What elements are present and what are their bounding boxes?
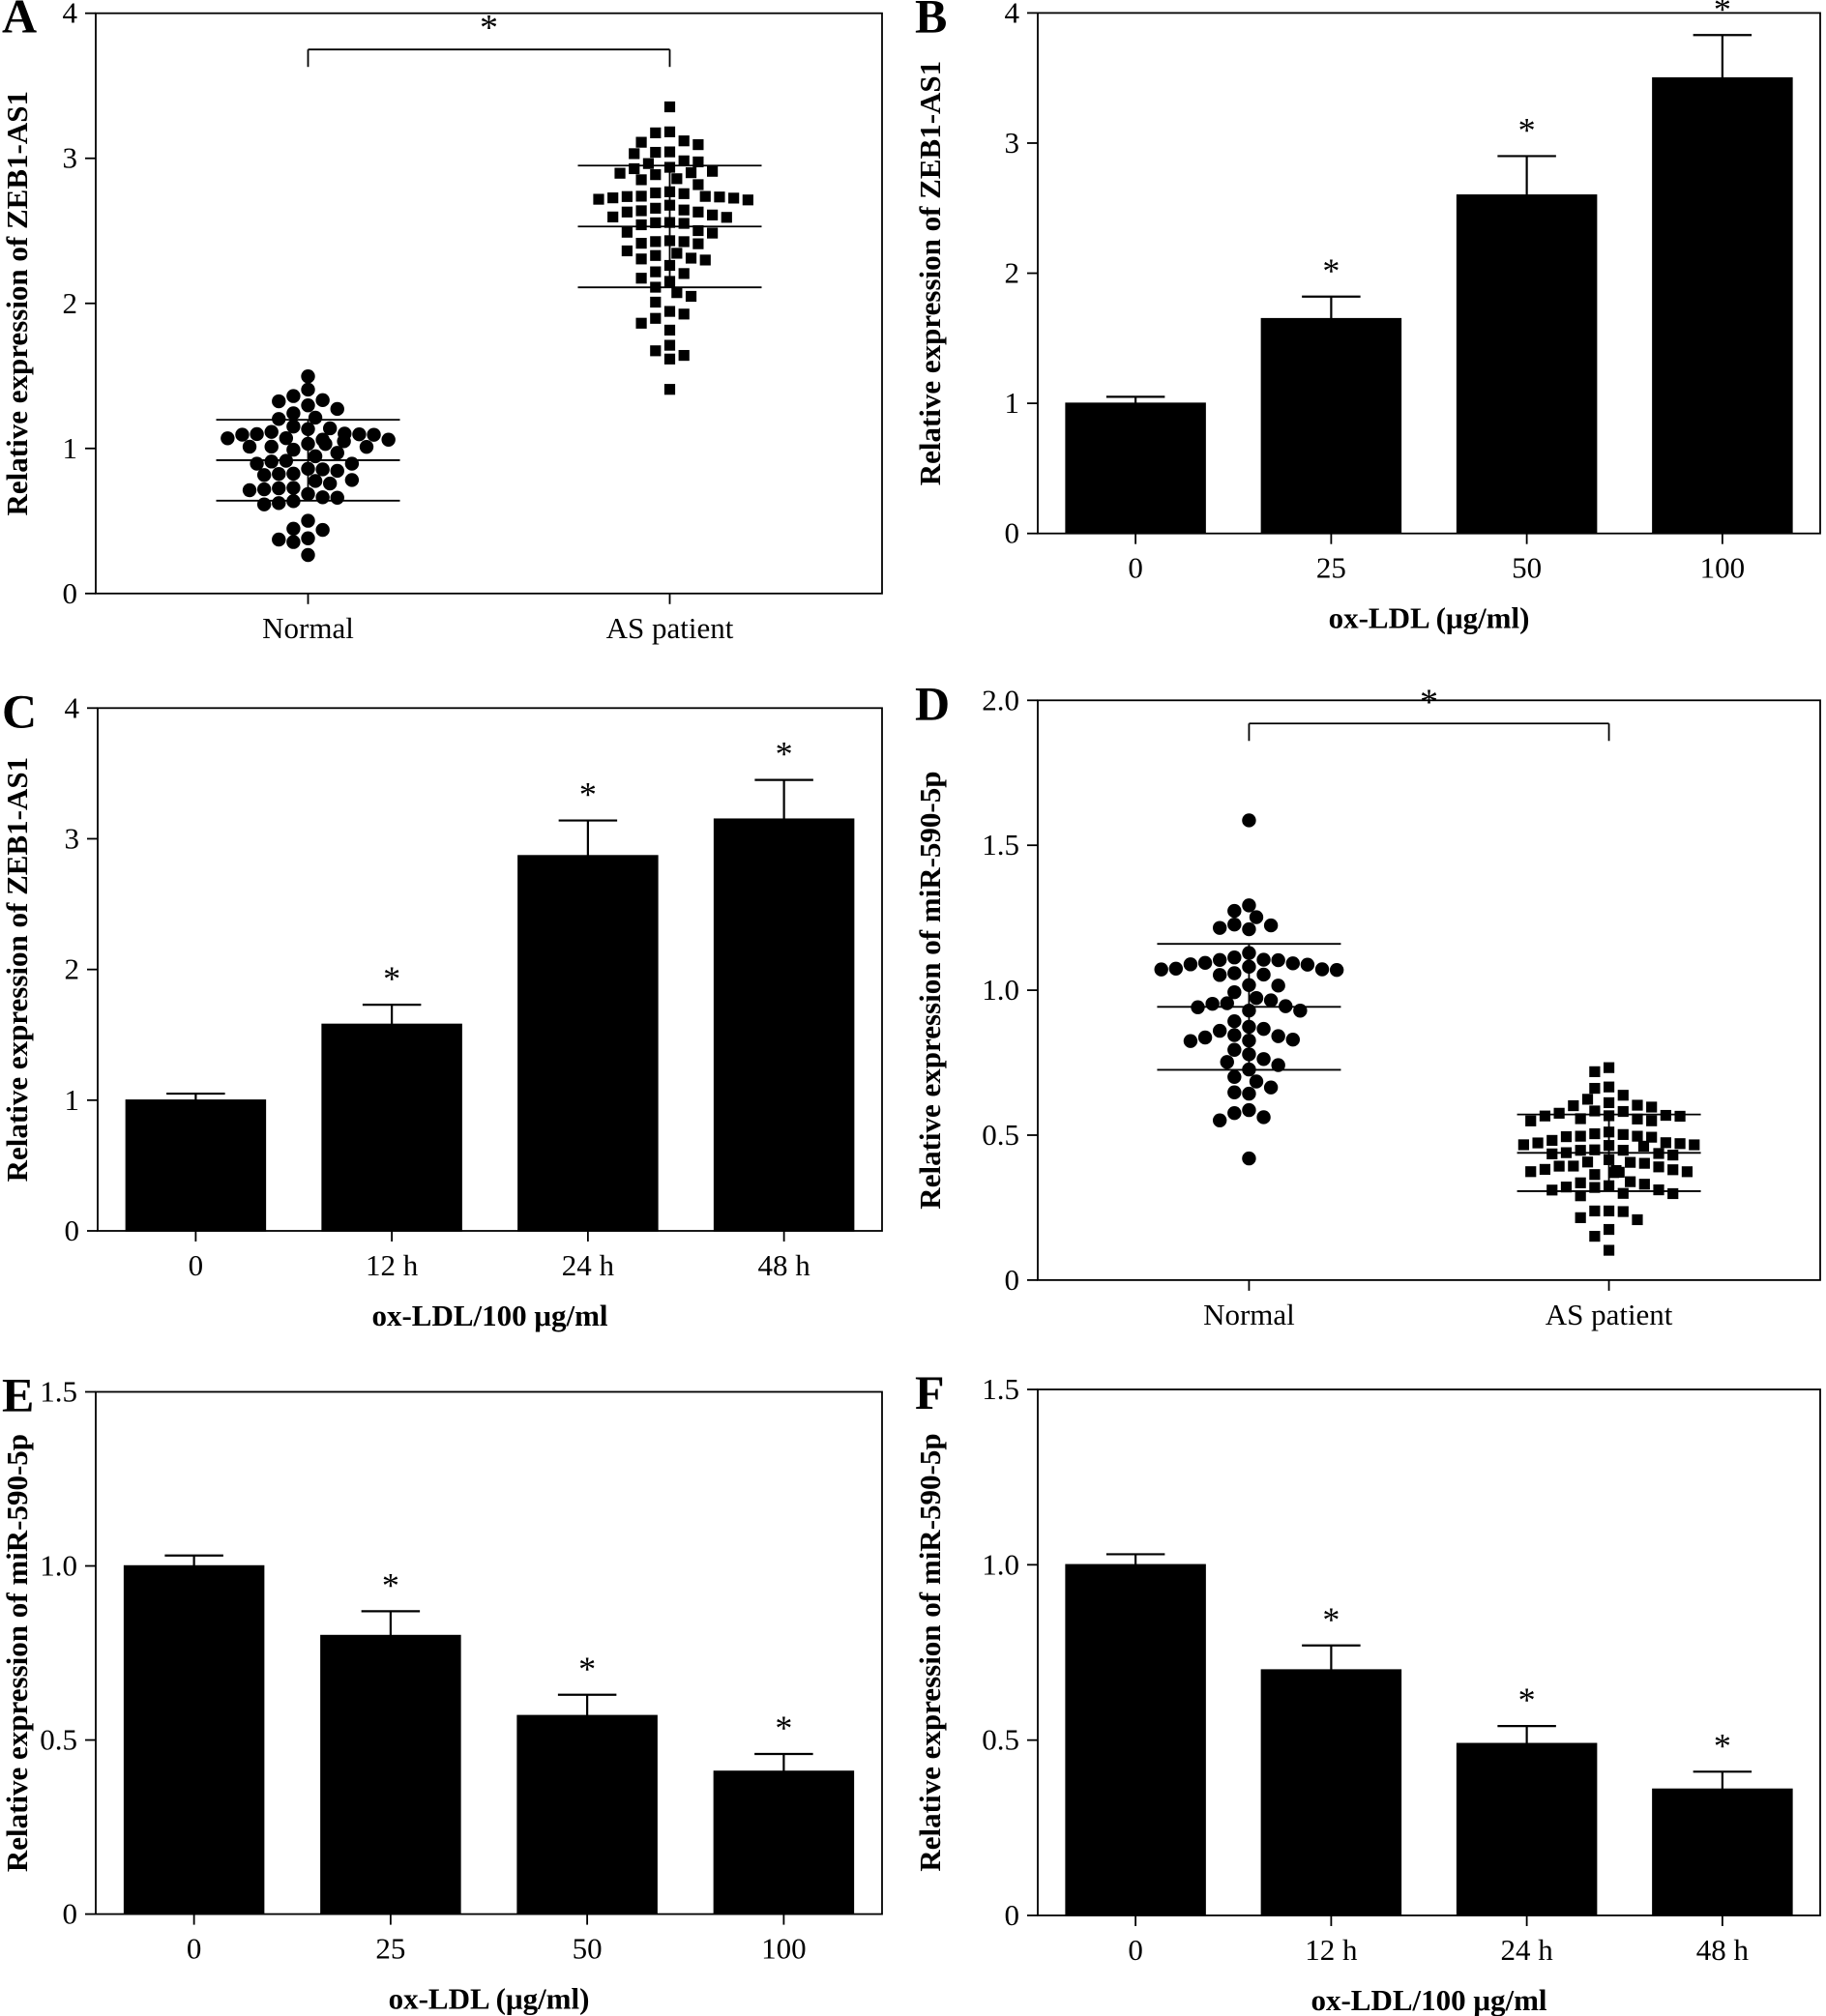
svg-text:Relative expression of miR-590: Relative expression of miR-590-5p <box>0 1434 34 1872</box>
svg-text:F: F <box>915 1365 945 1419</box>
svg-text:100: 100 <box>761 1932 807 1966</box>
svg-text:1.0: 1.0 <box>982 1547 1019 1581</box>
svg-text:3: 3 <box>65 821 80 855</box>
svg-text:D: D <box>915 676 950 730</box>
svg-text:12 h: 12 h <box>366 1248 419 1282</box>
svg-text:4: 4 <box>1005 0 1020 29</box>
svg-text:3: 3 <box>1005 126 1020 160</box>
svg-text:*: * <box>1322 1600 1340 1639</box>
svg-text:1.0: 1.0 <box>982 973 1019 1007</box>
svg-text:24 h: 24 h <box>562 1248 615 1282</box>
svg-text:ox-LDL (μg/ml): ox-LDL (μg/ml) <box>389 1982 590 2016</box>
svg-text:50: 50 <box>573 1932 603 1966</box>
svg-text:25: 25 <box>1316 551 1346 585</box>
svg-text:0: 0 <box>187 1932 202 1966</box>
svg-text:Relative expression of miR-590: Relative expression of miR-590-5p <box>913 1433 947 1871</box>
svg-text:48 h: 48 h <box>1696 1933 1750 1967</box>
svg-text:0.5: 0.5 <box>982 1723 1019 1757</box>
svg-text:*: * <box>1714 0 1731 28</box>
svg-text:0: 0 <box>1128 551 1143 585</box>
svg-text:1.5: 1.5 <box>982 1372 1019 1406</box>
svg-text:*: * <box>382 1565 399 1604</box>
svg-text:100: 100 <box>1700 551 1746 585</box>
svg-text:*: * <box>1322 251 1340 290</box>
svg-text:1: 1 <box>63 431 78 465</box>
svg-text:B: B <box>915 0 947 43</box>
svg-text:25: 25 <box>375 1932 405 1966</box>
svg-text:Normal: Normal <box>1203 1298 1295 1331</box>
svg-text:0: 0 <box>1005 1898 1020 1932</box>
svg-text:AS patient: AS patient <box>606 611 734 645</box>
svg-text:C: C <box>2 684 37 738</box>
svg-text:*: * <box>776 735 793 774</box>
svg-text:1.5: 1.5 <box>982 828 1019 862</box>
svg-text:0: 0 <box>1128 1933 1143 1967</box>
svg-text:2: 2 <box>1005 256 1020 290</box>
svg-text:0: 0 <box>65 1213 80 1247</box>
svg-text:*: * <box>579 775 597 814</box>
svg-text:0.5: 0.5 <box>982 1118 1019 1152</box>
svg-text:2.0: 2.0 <box>982 683 1019 716</box>
svg-text:2: 2 <box>63 286 78 320</box>
svg-text:0: 0 <box>63 576 78 610</box>
svg-text:Relative expression of ZEB1-AS: Relative expression of ZEB1-AS1 <box>913 61 947 485</box>
svg-text:0.5: 0.5 <box>40 1723 77 1757</box>
svg-text:1: 1 <box>65 1083 80 1117</box>
svg-text:Normal: Normal <box>262 611 354 645</box>
svg-text:0: 0 <box>63 1897 78 1931</box>
svg-text:50: 50 <box>1512 551 1542 585</box>
svg-text:*: * <box>1714 1726 1731 1765</box>
svg-text:24 h: 24 h <box>1500 1933 1553 1967</box>
svg-text:Relative expression of ZEB1-AS: Relative expression of ZEB1-AS1 <box>0 91 34 515</box>
svg-text:*: * <box>383 959 400 998</box>
svg-text:48 h: 48 h <box>757 1248 810 1282</box>
svg-text:*: * <box>775 1709 792 1747</box>
svg-text:*: * <box>578 1650 596 1688</box>
svg-text:0: 0 <box>189 1248 204 1282</box>
svg-text:*: * <box>1518 1680 1536 1719</box>
svg-text:A: A <box>2 0 37 44</box>
svg-text:*: * <box>1518 110 1536 149</box>
svg-text:Relative expression of miR-590: Relative expression of miR-590-5p <box>913 772 947 1210</box>
svg-text:*: * <box>1420 682 1438 722</box>
svg-text:1.0: 1.0 <box>40 1549 77 1583</box>
svg-text:Relative expression of ZEB1-AS: Relative expression of ZEB1-AS1 <box>0 757 34 1182</box>
svg-text:0: 0 <box>1005 1263 1020 1297</box>
svg-text:ox-LDL/100 μg/ml: ox-LDL/100 μg/ml <box>371 1299 607 1332</box>
svg-text:1.5: 1.5 <box>40 1375 77 1409</box>
svg-text:AS patient: AS patient <box>1546 1298 1673 1331</box>
svg-text:4: 4 <box>65 690 80 724</box>
svg-text:ox-LDL/100 μg/ml: ox-LDL/100 μg/ml <box>1311 1983 1546 2016</box>
svg-text:E: E <box>2 1368 34 1422</box>
svg-text:ox-LDL (μg/ml): ox-LDL (μg/ml) <box>1329 601 1530 635</box>
svg-text:*: * <box>480 8 498 48</box>
svg-text:1: 1 <box>1005 386 1020 420</box>
svg-text:3: 3 <box>63 141 78 175</box>
svg-text:4: 4 <box>63 0 78 30</box>
svg-text:12 h: 12 h <box>1305 1933 1358 1967</box>
svg-text:0: 0 <box>1005 516 1020 550</box>
svg-text:2: 2 <box>65 952 80 986</box>
